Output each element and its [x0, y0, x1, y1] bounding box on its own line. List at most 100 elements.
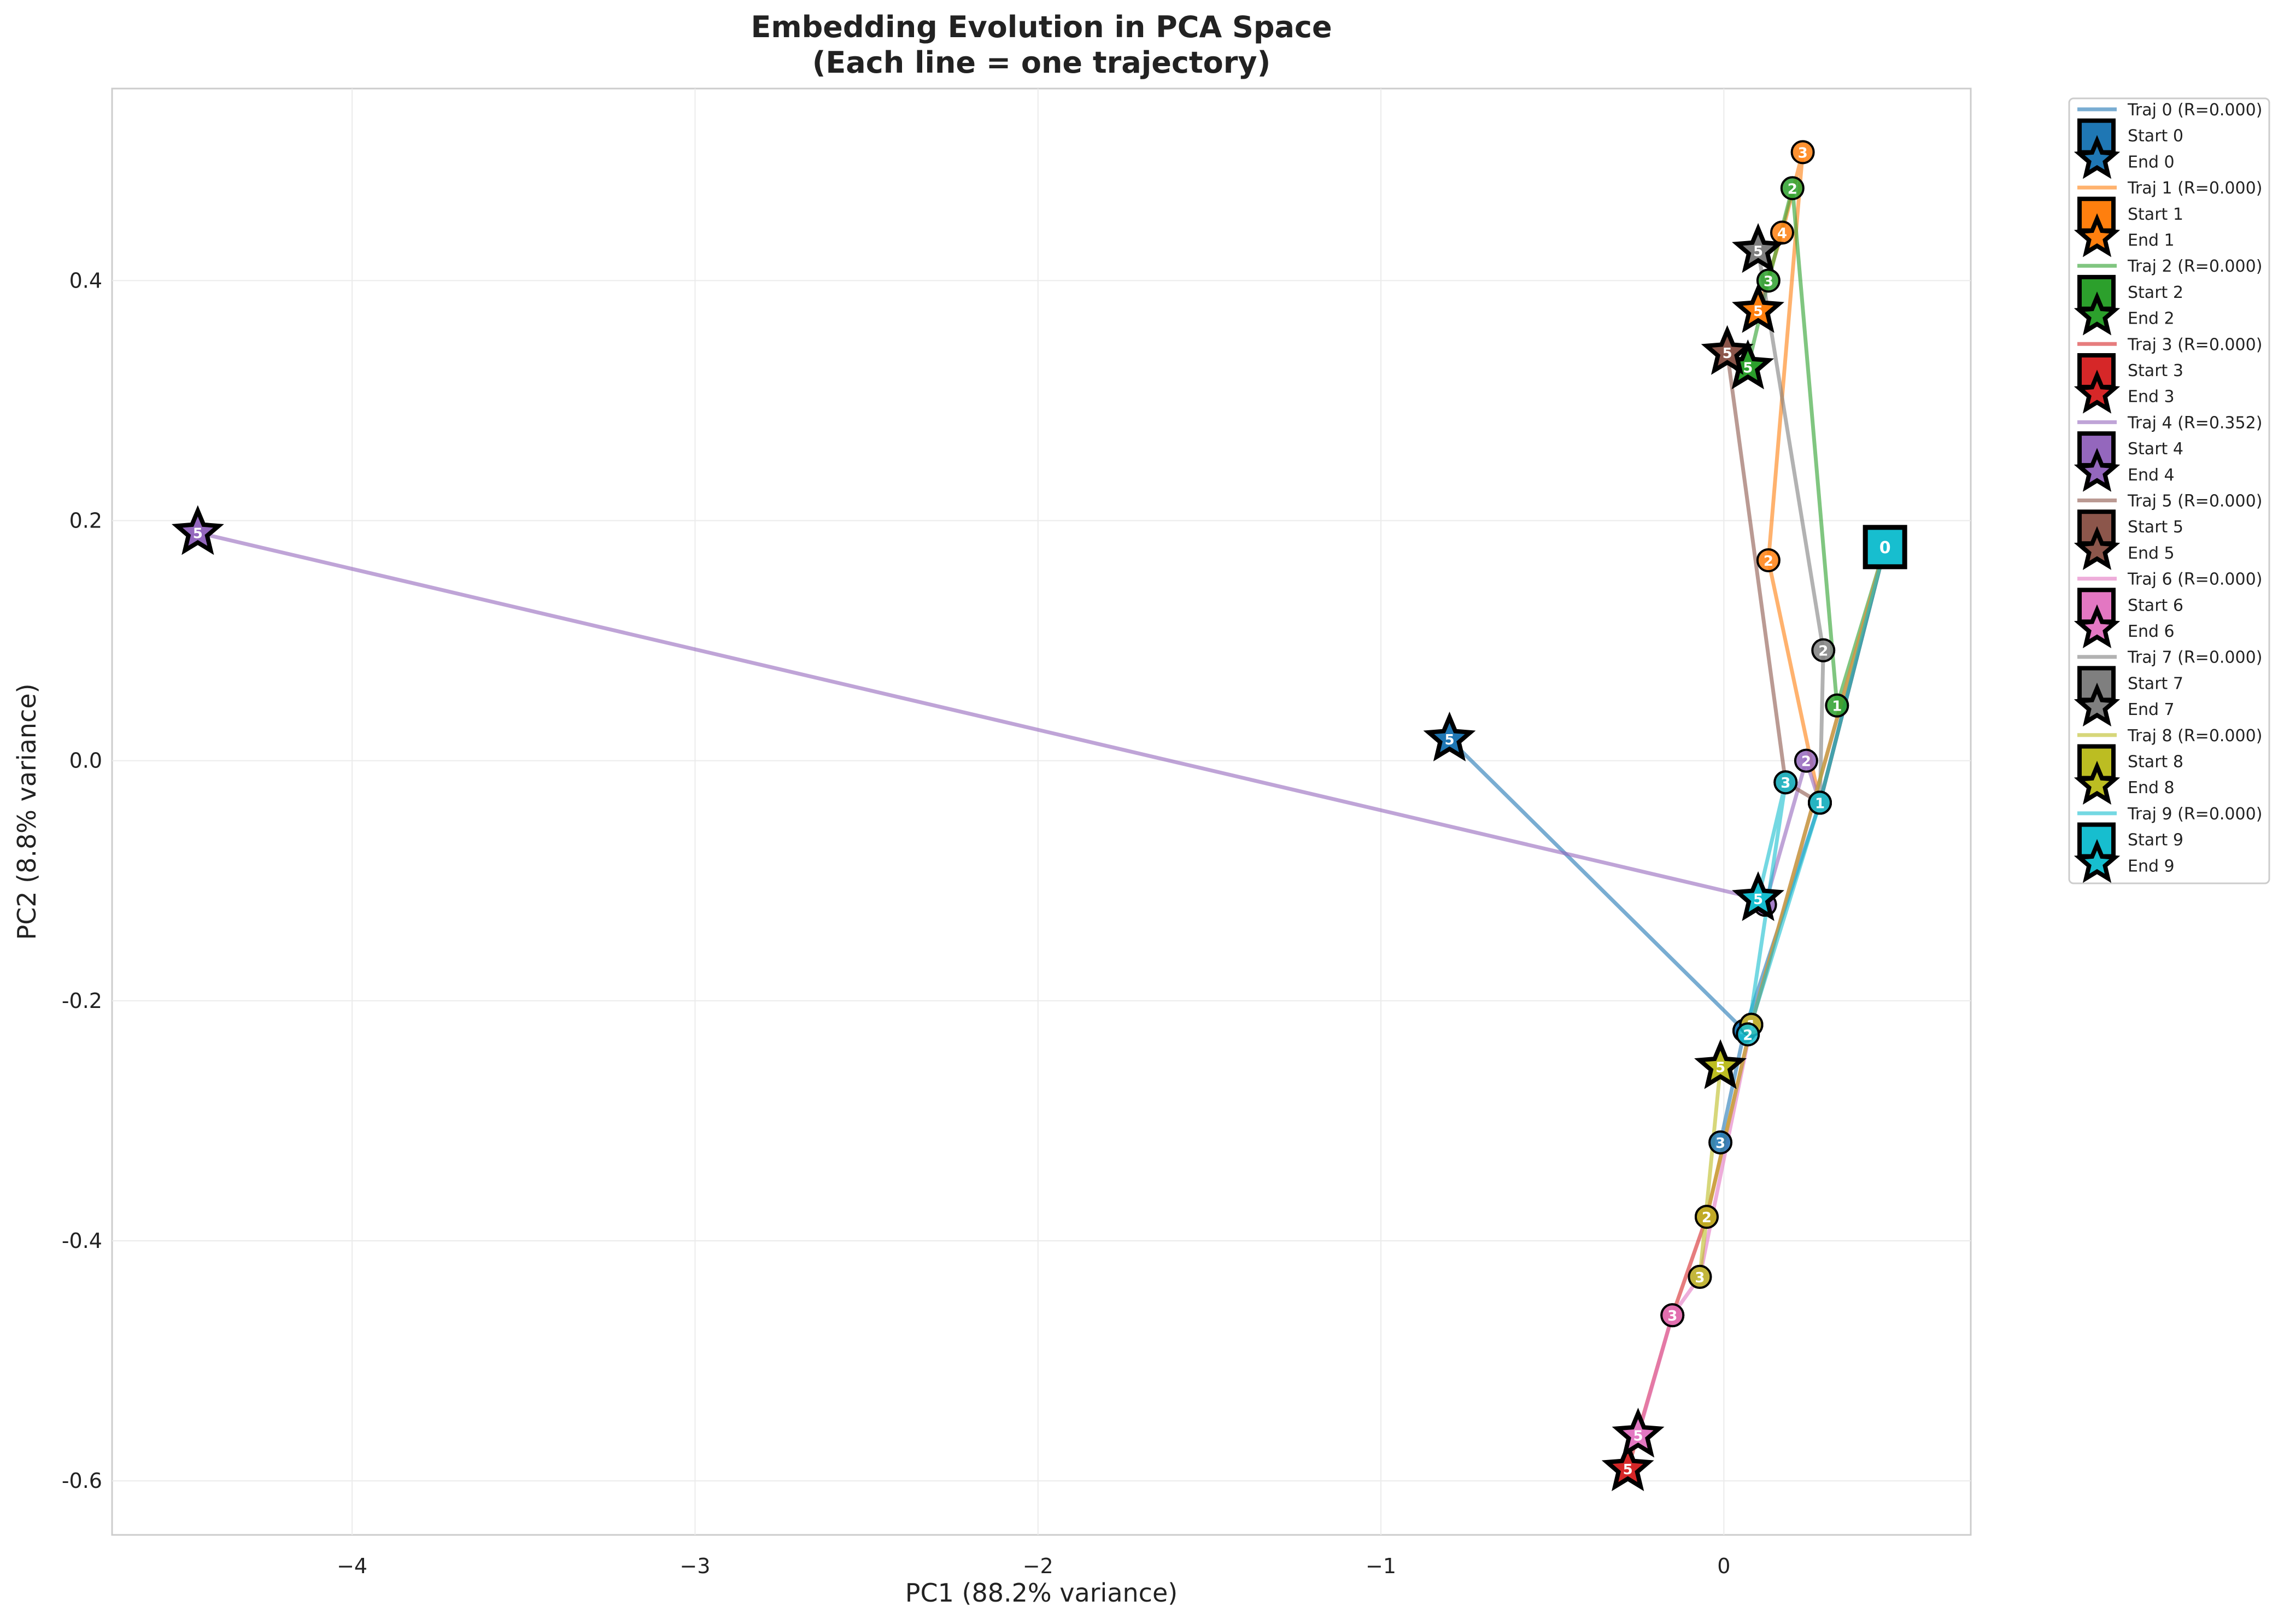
step-point	[1825, 693, 1849, 718]
end-star	[1732, 871, 1784, 922]
step-label: 2	[1743, 1027, 1753, 1043]
end-label: 5	[1633, 1428, 1643, 1445]
step-label: 2	[1818, 643, 1828, 660]
legend-label: Traj 9 (R=0.000)	[2127, 805, 2262, 824]
legend-label: End 1	[2128, 231, 2175, 250]
x-tick-label: −3	[680, 1554, 710, 1578]
end-star	[1732, 283, 1785, 333]
step-point	[1708, 1130, 1733, 1154]
step-point	[1790, 140, 1815, 165]
chart-title: Embedding Evolution in PCA Space	[751, 10, 1332, 44]
end-star	[171, 505, 224, 555]
end-star	[1732, 222, 1785, 273]
y-tick-label: 0.4	[69, 268, 102, 292]
legend-label: Start 7	[2128, 674, 2183, 693]
end-star	[1612, 1408, 1665, 1458]
legend-end-swatch	[2074, 604, 2121, 648]
legend: Traj 0 (R=0.000) Start 0 End 0 Traj 1 (R=0.…	[2068, 97, 2270, 884]
legend-label: Start 4	[2128, 439, 2183, 459]
end-label: 5	[1753, 303, 1763, 320]
step-label: 2	[1764, 553, 1773, 570]
end-label: 5	[1753, 243, 1763, 260]
legend-label: Traj 5 (R=0.000)	[2127, 492, 2262, 511]
step-label: 3	[1667, 1308, 1677, 1324]
legend-end-swatch	[2074, 291, 2121, 336]
end-label: 5	[1715, 1060, 1725, 1076]
legend-label: Traj 6 (R=0.000)	[2127, 570, 2262, 589]
step-label: 1	[1815, 796, 1825, 812]
legend-label: Start 2	[2128, 283, 2183, 302]
step-point	[1736, 1022, 1760, 1047]
step-point	[1688, 1264, 1712, 1289]
legend-label: Traj 4 (R=0.352)	[2127, 413, 2262, 432]
step-point	[1794, 748, 1818, 773]
end-star	[1694, 1039, 1747, 1089]
y-tick-label: -0.6	[62, 1469, 102, 1493]
legend-label: Start 3	[2128, 361, 2183, 380]
legend-label: Traj 2 (R=0.000)	[2127, 257, 2262, 276]
legend-end-swatch	[2074, 682, 2121, 727]
end-label: 5	[1743, 360, 1753, 376]
step-label: 2	[1801, 754, 1811, 770]
end-label: 5	[1723, 345, 1732, 362]
chart-subtitle: (Each line = one trajectory)	[812, 45, 1271, 80]
legend-label: End 6	[2128, 622, 2175, 641]
end-star	[1701, 325, 1754, 375]
end-star	[1423, 711, 1476, 761]
legend-label: End 2	[2128, 309, 2175, 329]
start-square	[1863, 525, 1907, 570]
x-tick-label: 0	[1717, 1554, 1730, 1578]
step-point	[1756, 268, 1781, 293]
legend-end-swatch	[2074, 213, 2121, 257]
end-label: 5	[193, 525, 203, 542]
legend-label: Traj 0 (R=0.000)	[2127, 101, 2262, 120]
step-point	[1807, 790, 1832, 815]
legend-label: Traj 3 (R=0.000)	[2127, 335, 2262, 354]
legend-end-swatch	[2074, 134, 2121, 179]
step-point	[1780, 176, 1805, 201]
legend-label: Start 0	[2128, 127, 2183, 146]
end-label: 5	[1623, 1462, 1633, 1478]
legend-label: Start 9	[2128, 831, 2183, 850]
legend-end-swatch	[2074, 526, 2121, 570]
y-tick-label: -0.4	[62, 1229, 102, 1253]
step-point	[1773, 770, 1798, 795]
x-tick-label: −4	[337, 1554, 367, 1578]
legend-label: Start 1	[2128, 205, 2183, 224]
end-label: 5	[1444, 732, 1454, 748]
step-label: 2	[1788, 181, 1797, 197]
plot-area	[111, 87, 1972, 1536]
y-tick-label: -0.2	[62, 989, 102, 1013]
axis-ticks: −4 −3 −2 −1 0 -0.6 -0.4 -0.2 0.0 0.2 0.4	[62, 268, 1731, 1578]
legend-label: Start 5	[2128, 518, 2183, 537]
x-tick-label: −1	[1366, 1554, 1396, 1578]
x-tick-label: −2	[1023, 1554, 1053, 1578]
legend-label: End 8	[2128, 778, 2175, 798]
legend-label: Traj 8 (R=0.000)	[2127, 726, 2262, 746]
step-label: 4	[1777, 226, 1787, 242]
step-label: 3	[1781, 775, 1790, 792]
legend-label: Start 6	[2128, 596, 2183, 615]
step-label: 3	[1798, 145, 1808, 161]
step-label: 3	[1715, 1135, 1725, 1152]
step-point	[1756, 548, 1781, 572]
legend-label: End 4	[2128, 466, 2175, 485]
legend-label: Start 8	[2128, 753, 2183, 772]
legend-label: End 9	[2128, 857, 2175, 876]
y-tick-label: 0.0	[69, 749, 102, 773]
step-label: 2	[1702, 1210, 1712, 1226]
y-tick-label: 0.2	[69, 509, 102, 533]
step-label: 3	[1764, 273, 1773, 290]
legend-end-swatch	[2074, 839, 2121, 883]
step-label: 1	[1832, 699, 1842, 715]
legend-end-swatch	[2074, 370, 2121, 414]
legend-label: End 5	[2128, 544, 2175, 563]
step-label: 3	[1695, 1270, 1705, 1286]
legend-box	[2068, 97, 2270, 884]
legend-end-swatch	[2074, 448, 2121, 492]
legend-label: End 0	[2128, 153, 2175, 172]
y-axis-label: PC2 (8.8% variance)	[12, 683, 42, 940]
x-axis-label: PC1 (88.2% variance)	[905, 1578, 1178, 1608]
legend-end-swatch	[2074, 760, 2121, 805]
